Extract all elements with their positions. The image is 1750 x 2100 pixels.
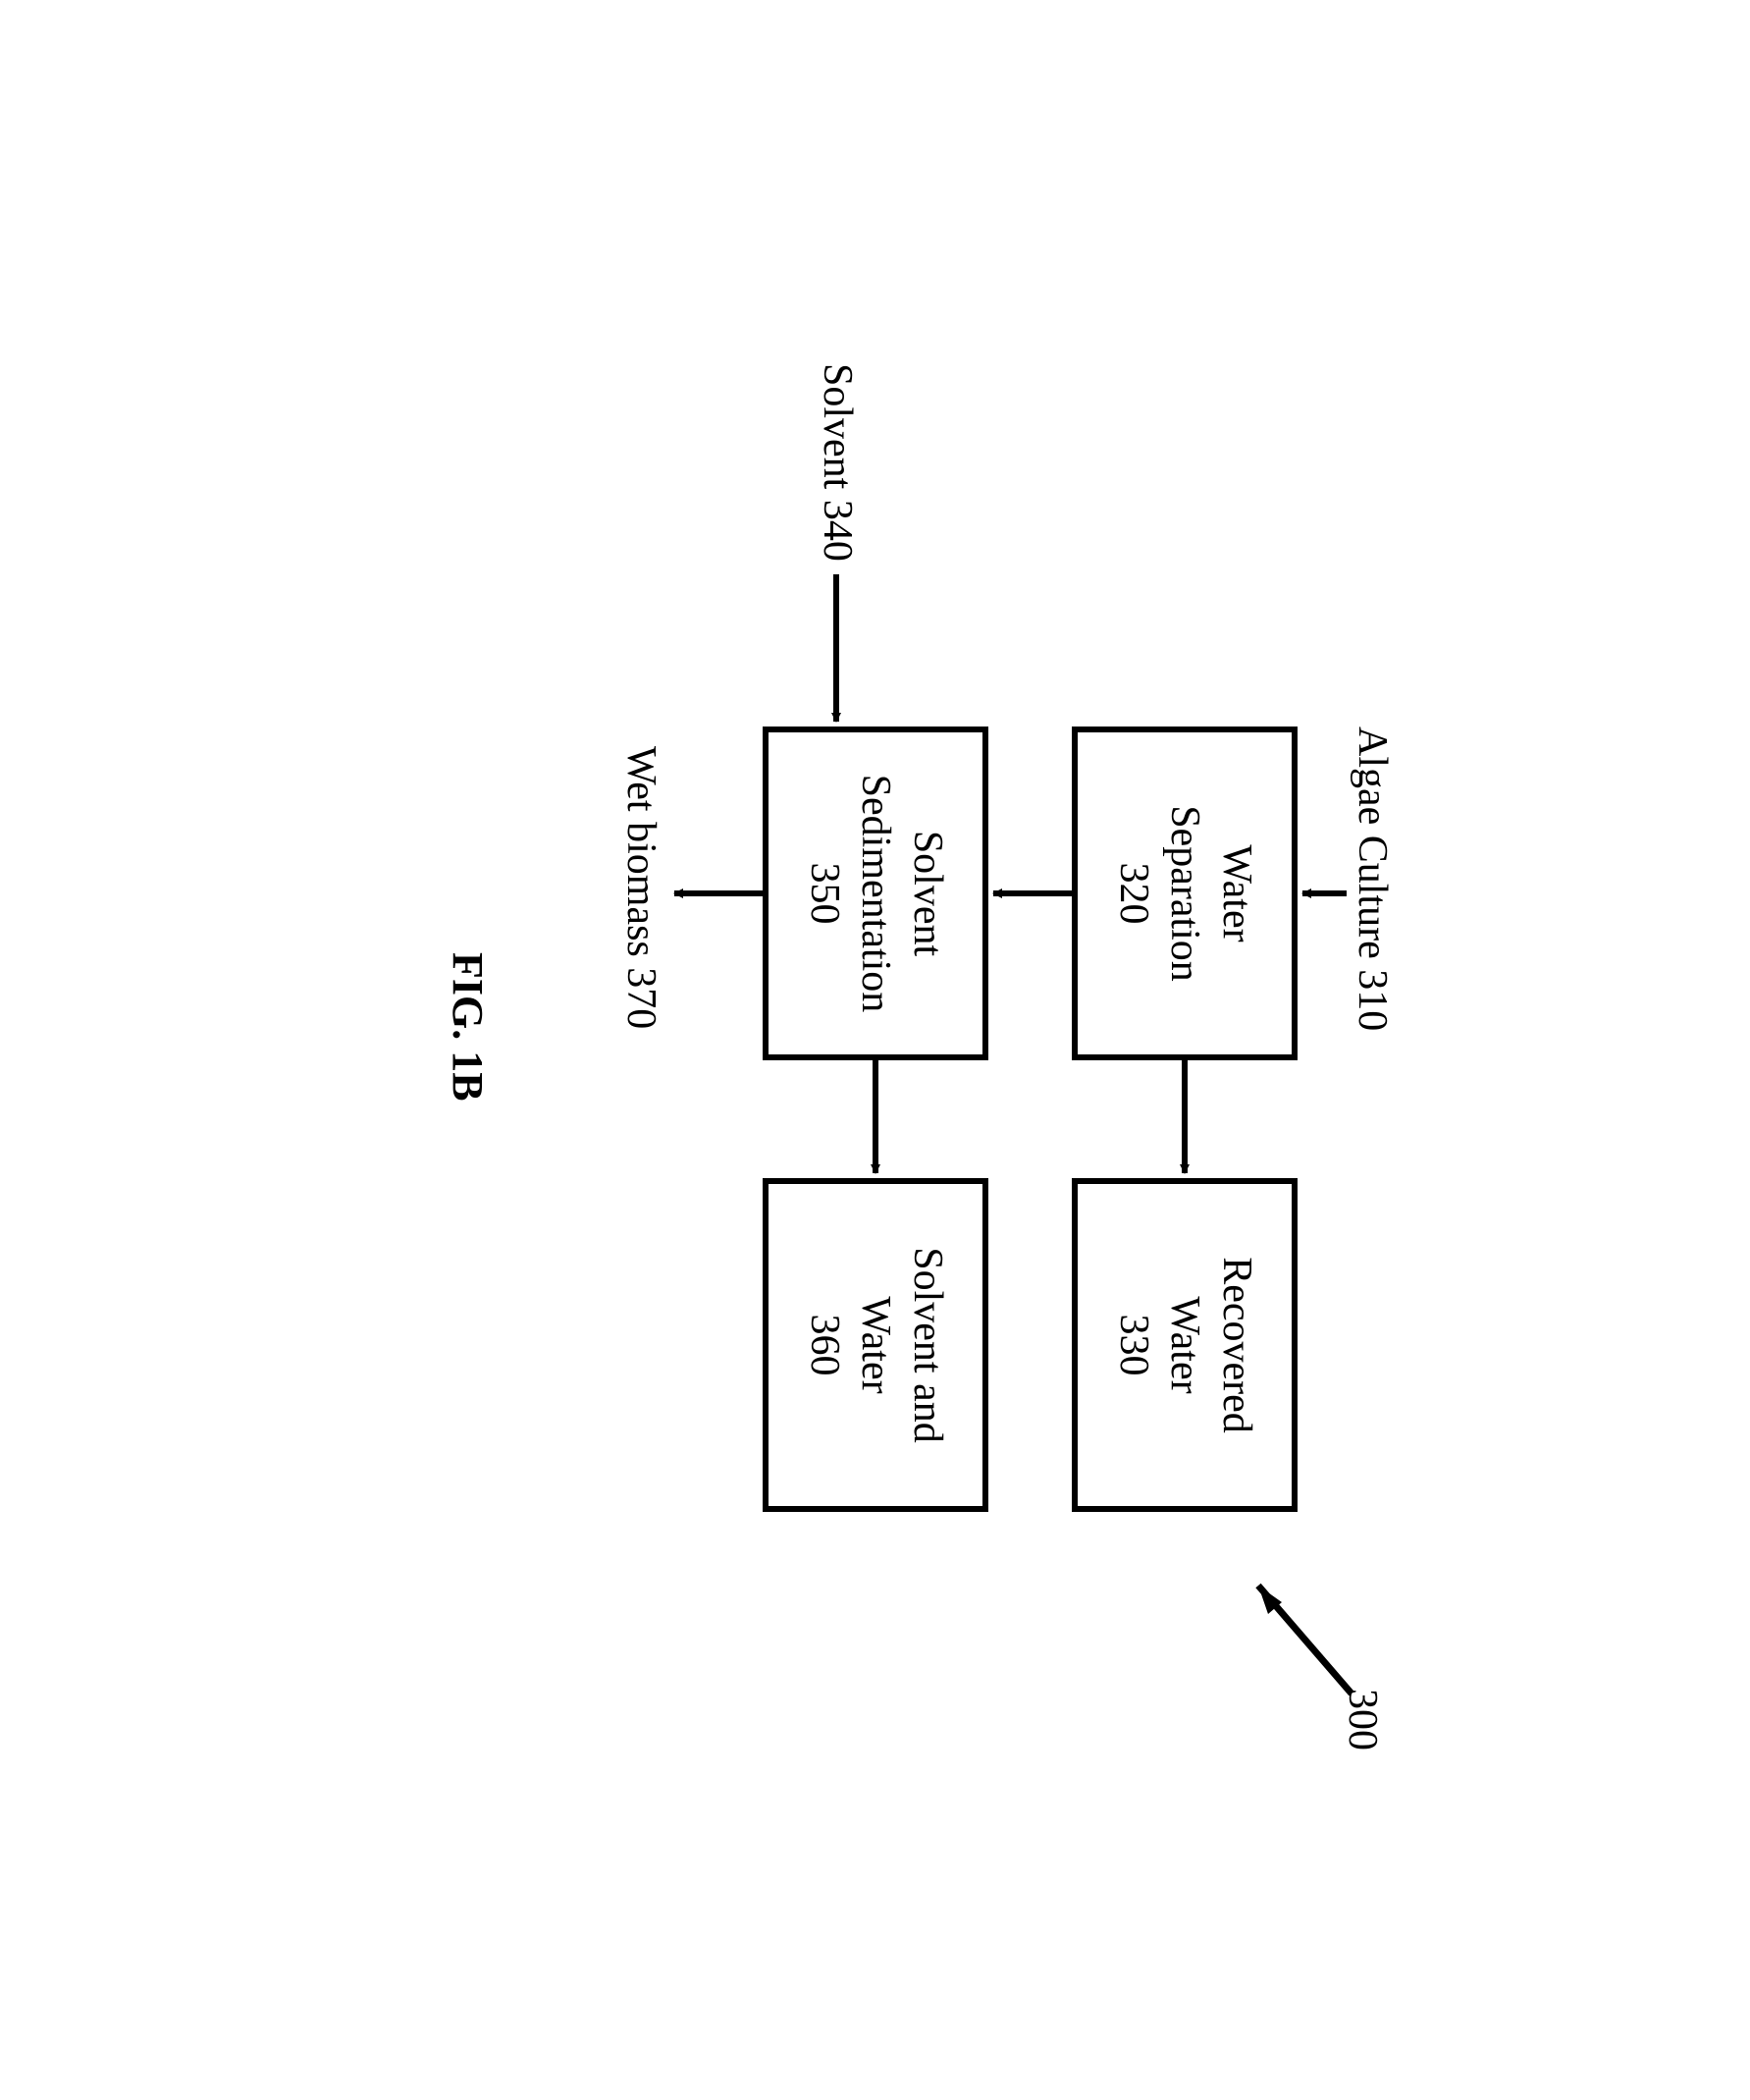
wet-biomass-label: Wet biomass 370	[617, 746, 664, 1029]
box-solvent-and-water: Solvent and Water 360	[763, 1178, 988, 1512]
box-solvent-sed-l2: Sedimentation	[849, 774, 901, 1012]
box-solvent-sed-l3: 350	[798, 862, 850, 924]
box-recovered-water: Recovered Water 330	[1072, 1178, 1298, 1512]
box-solvent-sedimentation: Solvent Sedimentation 350	[763, 727, 988, 1060]
figure-caption: FIG. 1B	[443, 952, 493, 1102]
box-solvent-water-l1: Solvent and	[901, 1247, 953, 1442]
solvent-in-label: Solvent 340	[814, 363, 861, 562]
box-recovered-water-l2: Water	[1158, 1296, 1210, 1393]
figure-ref-group: 300	[1214, 1541, 1376, 1738]
flow-diagram: Algae Culture 310 Water Separation 320 R…	[336, 363, 1415, 1738]
box-solvent-sed-l1: Solvent	[901, 830, 953, 955]
box-recovered-water-l1: Recovered	[1210, 1257, 1262, 1433]
box-water-separation-l2: Separation	[1158, 805, 1210, 982]
figure-ref-number: 300	[1339, 1689, 1386, 1750]
box-water-separation: Water Separation 320	[1072, 727, 1298, 1060]
box-water-separation-l3: 320	[1107, 862, 1159, 924]
box-water-separation-l1: Water	[1210, 844, 1262, 942]
box-solvent-water-l3: 360	[798, 1314, 850, 1375]
box-solvent-water-l2: Water	[849, 1296, 901, 1393]
box-recovered-water-l3: 330	[1107, 1314, 1159, 1375]
